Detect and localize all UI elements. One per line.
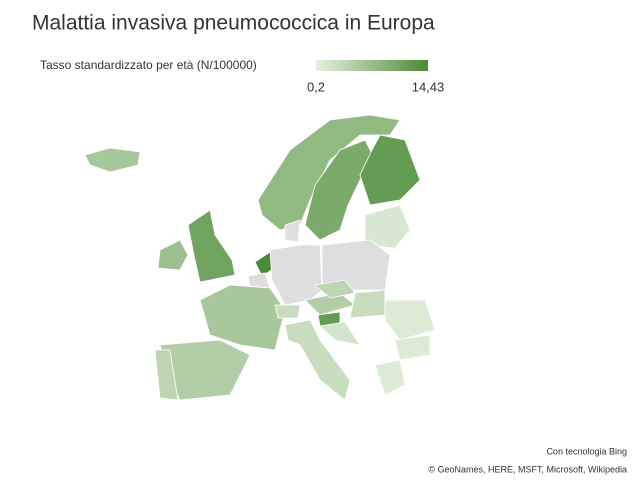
legend-tick-label: 14,43 (412, 79, 445, 94)
region (269, 244, 323, 306)
region (274, 304, 301, 319)
legend-tick-label: 0,2 (307, 79, 325, 94)
region (247, 272, 271, 289)
region (157, 239, 189, 271)
region (257, 114, 401, 231)
region (374, 359, 406, 396)
legend-bar (316, 60, 428, 71)
region (187, 209, 236, 283)
region (364, 204, 411, 249)
region (284, 219, 301, 243)
region (359, 134, 421, 206)
attribution: © GeoNames, HERE, MSFT, Microsoft, Wikip… (428, 464, 627, 474)
region (349, 289, 386, 319)
region (284, 319, 351, 401)
region (319, 321, 361, 346)
region (394, 334, 431, 361)
legend-title: Tasso standardizzato per età (N/100000) (40, 58, 257, 72)
region (154, 349, 179, 401)
region (384, 299, 436, 341)
chart-title: Malattia invasiva pneumococcica in Europ… (32, 12, 435, 35)
attribution: Con tecnologia Bing (546, 446, 627, 456)
region (199, 284, 286, 351)
region (84, 147, 141, 173)
